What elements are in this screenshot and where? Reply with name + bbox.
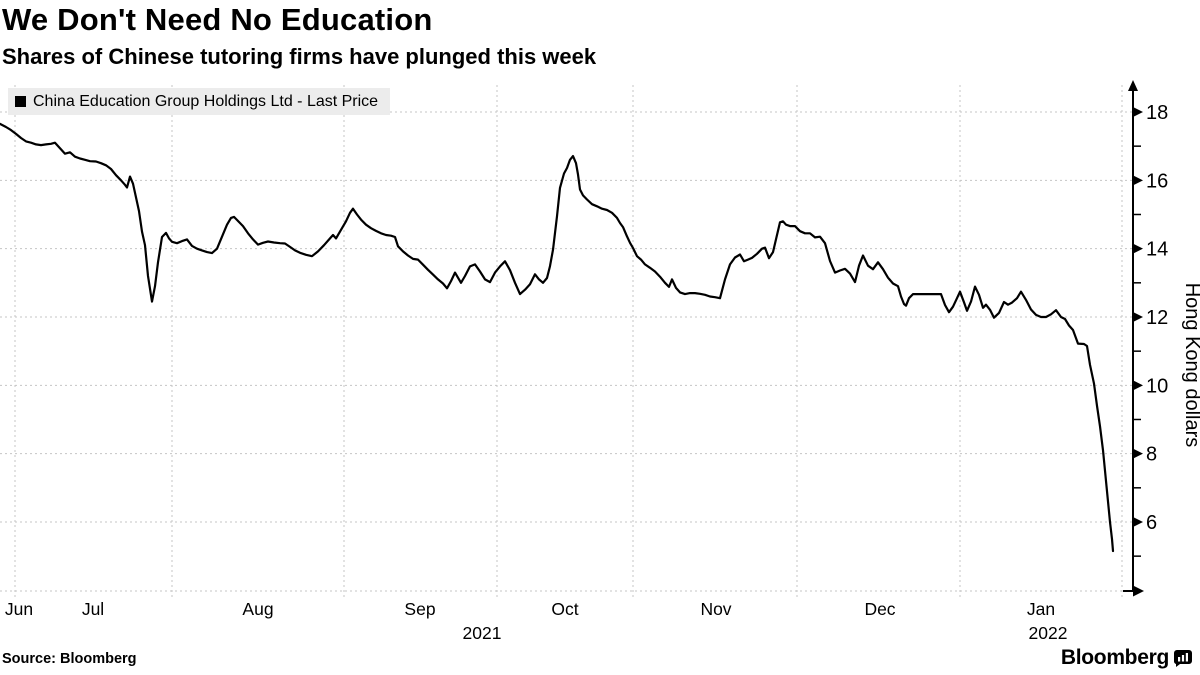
x-month-label: Dec — [864, 599, 895, 619]
legend-swatch-icon — [15, 96, 26, 108]
y-tick-label: 8 — [1146, 444, 1157, 466]
x-axis-arrow-icon — [1133, 585, 1144, 597]
y-axis-title: Hong Kong dollars — [1181, 283, 1200, 448]
y-axis-arrow-icon — [1128, 80, 1138, 91]
x-year-label: 2021 — [463, 623, 502, 643]
x-year-label: 2022 — [1029, 623, 1068, 643]
y-tick-arrow-icon — [1133, 243, 1143, 254]
y-tick-arrow-icon — [1133, 311, 1143, 322]
x-month-label: Jan — [1027, 599, 1055, 619]
y-tick-arrow-icon — [1133, 516, 1143, 527]
x-month-label: Oct — [551, 599, 578, 619]
bloomberg-logo: Bloomberg — [1061, 646, 1192, 670]
y-tick-label: 14 — [1146, 239, 1168, 261]
y-tick-arrow-icon — [1133, 106, 1143, 117]
x-month-label: Sep — [404, 599, 435, 619]
legend-label: China Education Group Holdings Ltd - Las… — [33, 93, 379, 110]
y-tick-label: 10 — [1146, 375, 1168, 397]
bloomberg-bubble-icon — [1174, 649, 1192, 667]
legend: China Education Group Holdings Ltd - Las… — [8, 88, 391, 116]
y-tick-label: 16 — [1146, 170, 1168, 192]
y-tick-arrow-icon — [1133, 448, 1143, 459]
page-subtitle: Shares of Chinese tutoring firms have pl… — [2, 44, 597, 69]
y-tick-label: 18 — [1146, 102, 1168, 124]
bloomberg-wordmark: Bloomberg — [1060, 646, 1169, 669]
y-tick-label: 6 — [1146, 512, 1157, 534]
x-month-label: Nov — [700, 599, 731, 619]
page-title: We Don't Need No Education — [2, 2, 433, 37]
source-note: Source: Bloomberg — [2, 651, 137, 667]
x-month-label: Aug — [242, 599, 273, 619]
x-month-label: Jun — [5, 599, 33, 619]
x-month-label: Jul — [82, 599, 104, 619]
price-line — [0, 122, 1115, 553]
y-tick-arrow-icon — [1133, 175, 1143, 186]
y-tick-arrow-icon — [1133, 380, 1143, 391]
y-tick-label: 12 — [1146, 307, 1168, 329]
